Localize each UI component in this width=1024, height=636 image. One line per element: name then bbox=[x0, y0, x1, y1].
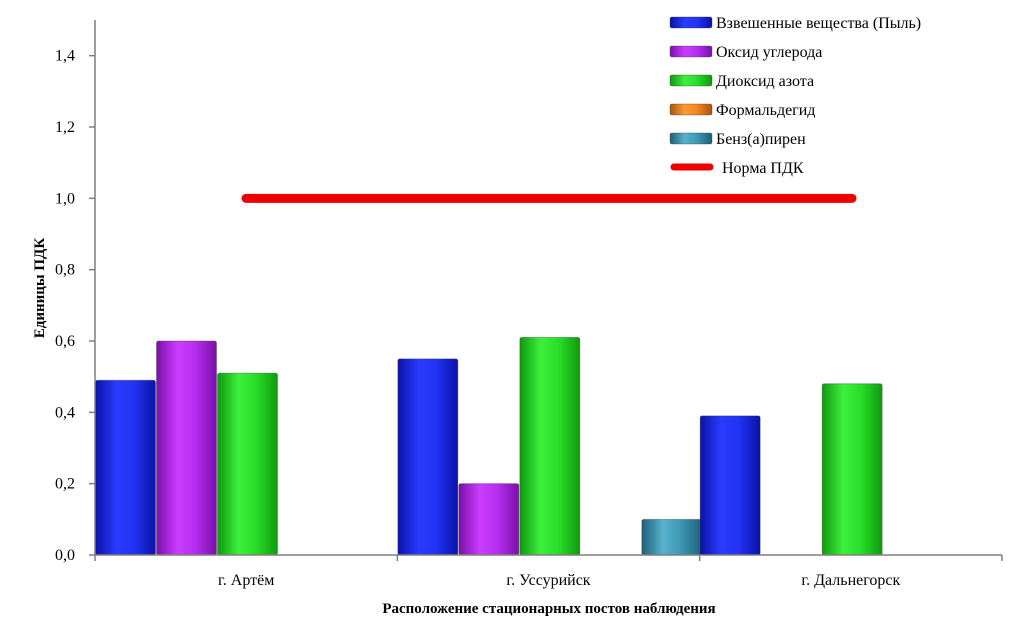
x-axis-title: Расположение стационарных постов наблюде… bbox=[382, 601, 715, 617]
bar bbox=[519, 336, 581, 556]
bar bbox=[397, 358, 459, 556]
axes bbox=[94, 20, 1002, 556]
y-tick-label: 0,2 bbox=[55, 476, 75, 493]
y-tick-label: 0,0 bbox=[55, 547, 75, 564]
x-tick-label: г. Уссурийск bbox=[506, 572, 590, 589]
y-tick-label: 1,0 bbox=[55, 190, 75, 207]
y-tick-label: 0,4 bbox=[55, 404, 75, 421]
legend-label: Формальдегид bbox=[716, 102, 815, 119]
legend: Взвешенные вещества (Пыль) Оксид углерода… bbox=[669, 15, 921, 177]
bar bbox=[699, 415, 761, 556]
legend-swatch bbox=[669, 45, 713, 58]
legend-label: Оксид углерода bbox=[716, 44, 822, 61]
bar bbox=[156, 340, 217, 556]
x-ticks: г. Артём г. Уссурийск г. Дальнегорск bbox=[94, 555, 1003, 589]
y-tick-label: 0,6 bbox=[55, 333, 75, 350]
legend-swatch bbox=[669, 74, 713, 87]
bar bbox=[821, 383, 883, 556]
legend-swatch bbox=[669, 16, 713, 29]
bar bbox=[641, 518, 703, 556]
legend-swatch bbox=[669, 103, 713, 116]
x-tick-label: г. Артём bbox=[218, 572, 274, 589]
y-tick-label: 1,2 bbox=[55, 119, 75, 136]
legend-label: Диоксид азота bbox=[716, 73, 814, 90]
y-tick-label: 0,8 bbox=[55, 262, 75, 279]
y-tick-label: 1,4 bbox=[55, 48, 75, 65]
x-tick-label: г. Дальнегорск bbox=[801, 572, 900, 589]
bars-layer bbox=[95, 336, 883, 556]
legend-swatch bbox=[669, 132, 713, 145]
legend-label: Взвешенные вещества (Пыль) bbox=[716, 15, 921, 32]
bar bbox=[217, 372, 278, 556]
bar bbox=[95, 379, 156, 556]
legend-label: Бенз(а)пирен bbox=[716, 131, 806, 148]
y-ticks: 0,0 0,2 0,4 0,6 0,8 1,0 1,2 1,4 bbox=[55, 48, 95, 564]
y-axis-title: Единицы ПДК bbox=[32, 238, 48, 339]
bar bbox=[458, 483, 520, 556]
legend-label: Норма ПДК bbox=[722, 160, 804, 177]
